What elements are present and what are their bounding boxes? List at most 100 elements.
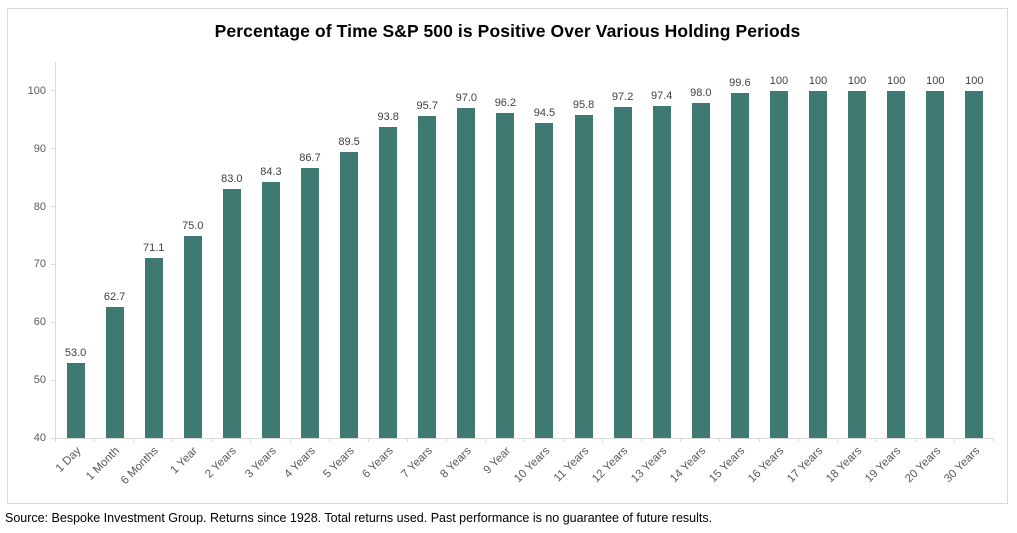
x-tick-mark xyxy=(875,439,877,442)
bar xyxy=(887,90,906,438)
source-note: Source: Bespoke Investment Group. Return… xyxy=(5,511,713,525)
x-tick-mark xyxy=(602,439,604,442)
y-axis: 40 50 60 70 80 90 100 xyxy=(8,62,55,444)
x-tick-label: 9 Year xyxy=(481,445,513,477)
bar xyxy=(379,126,398,438)
x-tick-mark xyxy=(250,439,252,442)
bar xyxy=(66,362,85,438)
x-tick-mark xyxy=(289,439,291,442)
bar-column: 97.4 xyxy=(642,62,681,438)
bar-value-label: 99.6 xyxy=(729,77,751,90)
bar xyxy=(848,90,867,438)
bar xyxy=(340,151,359,438)
bar-value-label: 100 xyxy=(965,74,984,87)
bar-value-label: 62.7 xyxy=(103,290,126,303)
bar-value-label: 96.2 xyxy=(494,96,517,109)
x-tick-label: 1 Day xyxy=(53,445,84,475)
bar xyxy=(222,189,241,438)
x-tick-mark xyxy=(563,439,565,442)
bar-value-label: 89.5 xyxy=(338,135,360,148)
bar-column: 100 xyxy=(916,62,955,438)
x-tick-mark xyxy=(484,439,486,442)
bar xyxy=(496,112,515,438)
bar xyxy=(261,181,280,438)
x-tick-mark xyxy=(524,439,525,442)
bar-column: 100 xyxy=(759,62,798,438)
x-tick-mark xyxy=(719,439,721,442)
x-axis: 1 Day 1 Month 6 Months 1 Year 2 Years 3 Years… xyxy=(53,439,994,503)
x-cell: 6 Months xyxy=(119,439,172,503)
bar-column: 86.7 xyxy=(290,62,329,438)
y-tick-mark xyxy=(51,379,55,381)
bar-value-label: 100 xyxy=(847,74,867,87)
bar-value-label: 75.0 xyxy=(182,219,204,232)
x-cell: 30 Years xyxy=(942,439,993,503)
chart-frame: Percentage of Time S&P 500 is Positive O… xyxy=(7,8,1008,504)
bar-value-label: 83.0 xyxy=(221,173,243,186)
bar-column: 96.2 xyxy=(486,62,525,438)
x-tick-mark xyxy=(953,439,955,442)
bar xyxy=(301,167,319,438)
bar-column: 89.5 xyxy=(330,62,369,438)
bar xyxy=(574,115,593,438)
bar xyxy=(535,122,554,438)
bar-column: 97.2 xyxy=(603,62,642,438)
bar-value-label: 53.0 xyxy=(64,346,87,359)
x-tick-mark xyxy=(55,439,56,442)
bar-value-label: 93.8 xyxy=(377,110,399,123)
bar-column: 95.8 xyxy=(564,62,603,438)
bar-column: 62.7 xyxy=(95,62,134,438)
x-tick-mark xyxy=(797,439,799,442)
bar-column: 95.7 xyxy=(408,62,447,438)
y-tick-label: 50 xyxy=(33,374,46,387)
y-tick-label: 60 xyxy=(33,316,46,329)
bar-column: 71.1 xyxy=(134,62,173,438)
bar-value-label: 97.0 xyxy=(455,92,478,105)
y-tick-label: 100 xyxy=(27,84,46,97)
x-tick-mark xyxy=(133,439,135,442)
y-tick-label: 90 xyxy=(33,142,46,155)
x-tick-mark xyxy=(993,439,994,442)
bar-column: 100 xyxy=(955,62,994,438)
bar xyxy=(809,90,828,438)
bar-value-label: 84.3 xyxy=(260,165,282,178)
bar-column: 83.0 xyxy=(212,62,251,438)
x-tick-mark xyxy=(406,439,408,442)
bar-column: 100 xyxy=(798,62,837,438)
bar-value-label: 100 xyxy=(926,74,945,87)
y-tick-label: 70 xyxy=(33,258,46,271)
bar-value-label: 95.7 xyxy=(416,99,438,112)
y-tick-mark xyxy=(51,437,55,439)
bar-column: 53.0 xyxy=(56,62,95,438)
x-tick-mark xyxy=(680,439,682,442)
y-tick-mark xyxy=(51,206,55,208)
bar-column: 93.8 xyxy=(369,62,408,438)
x-tick-mark xyxy=(914,439,916,442)
bar-column: 97.0 xyxy=(447,62,486,438)
x-tick-mark xyxy=(758,439,760,442)
bar-value-label: 97.2 xyxy=(611,91,634,104)
bar-value-label: 100 xyxy=(887,74,906,87)
bar-value-label: 94.5 xyxy=(533,106,556,119)
x-tick-label: 1 Year xyxy=(168,445,201,477)
bar-value-label: 100 xyxy=(808,74,828,87)
x-tick-mark xyxy=(172,439,174,442)
x-tick-mark xyxy=(445,439,447,442)
bar xyxy=(730,93,749,438)
bar-value-label: 71.1 xyxy=(142,242,165,255)
bar-value-label: 100 xyxy=(769,74,789,87)
bar xyxy=(183,235,202,438)
plot-area: 53.0 62.7 71.1 75.0 83.0 84.3 86.7 89.5 93.8 95.7… xyxy=(55,62,994,439)
bar xyxy=(613,107,632,438)
bar xyxy=(652,105,671,438)
x-tick-mark xyxy=(641,439,643,442)
y-tick-label: 80 xyxy=(33,200,46,213)
bar xyxy=(105,306,124,438)
y-tick-label: 40 xyxy=(33,432,46,444)
bar-value-label: 95.8 xyxy=(572,99,595,112)
bar-column: 100 xyxy=(838,62,877,438)
bar xyxy=(691,102,710,438)
y-tick-mark xyxy=(51,263,55,265)
x-tick-mark xyxy=(836,439,838,442)
